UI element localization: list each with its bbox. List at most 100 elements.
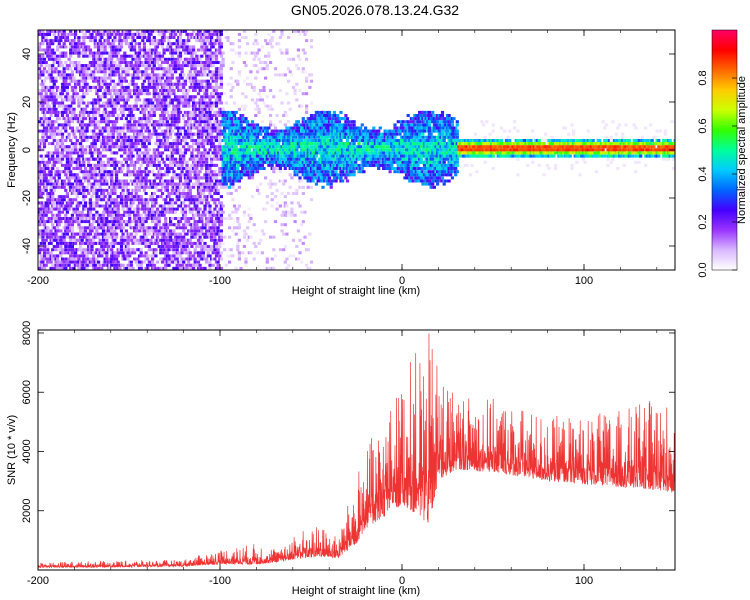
spectrogram-cell (169, 45, 173, 49)
spectrogram-cell (111, 188, 115, 192)
spectrogram-cell (170, 185, 174, 189)
spectrogram-cell (188, 176, 192, 180)
spectrogram-cell (69, 238, 73, 242)
spectrogram-cell (155, 223, 160, 227)
spectrogram-cell (70, 229, 74, 233)
spectrogram-cell (105, 123, 109, 127)
spectrogram-cell (201, 182, 205, 186)
spectrogram-cell (188, 129, 192, 133)
spectrogram-cell (70, 176, 74, 180)
spectrogram-cell (219, 210, 223, 214)
spectrogram-cell (195, 32, 199, 36)
spectrogram-cell (105, 104, 109, 108)
spectrogram-cell (177, 176, 181, 180)
spectrogram-cell (56, 245, 60, 248)
spectrogram-cell (198, 157, 202, 161)
spectrogram-cell (105, 135, 109, 139)
spectrogram-cell (39, 92, 43, 96)
spectrogram-cell (106, 160, 110, 164)
spectrogram-cell (103, 42, 107, 46)
spectrogram-cell (224, 36, 228, 39)
spectrogram-cell (90, 195, 94, 199)
spectrogram-cell (151, 110, 155, 114)
spectrogram-cell (124, 89, 128, 92)
spectrogram-cell (218, 235, 222, 239)
spectrogram-cell (151, 207, 155, 211)
spectrogram-cell (93, 226, 97, 230)
spectrogram-cell (231, 151, 235, 155)
spectrogram-cell (62, 67, 66, 71)
spectrogram-cell (105, 120, 109, 124)
spectrogram-cell (52, 101, 56, 105)
spectrogram-cell (64, 39, 68, 43)
spectrogram-cell (155, 173, 160, 177)
spectrogram-cell (214, 245, 219, 248)
spectrogram-cell (218, 167, 222, 170)
spectrogram-cell (142, 157, 146, 161)
spectrogram-cell (208, 129, 212, 133)
spectrogram-cell (38, 223, 42, 227)
spectrogram-cell (216, 157, 220, 161)
spectrogram-cell (110, 32, 114, 36)
spectrogram-cell (85, 254, 89, 258)
spectrogram-cell (93, 145, 97, 149)
spectrogram-cell (151, 42, 155, 46)
spectrogram-cell (77, 154, 81, 158)
spectrogram-cell (183, 135, 187, 139)
spectrogram-cell (82, 248, 86, 252)
spectrogram-cell (56, 167, 60, 170)
spectrogram-cell (116, 132, 120, 136)
spectrogram-cell (110, 64, 114, 68)
spectrogram-cell (210, 188, 214, 192)
spectrogram-cell (211, 182, 215, 186)
spectrogram-cell (131, 82, 135, 86)
spectrogram-cell (77, 114, 81, 117)
spectrogram-cell (56, 151, 60, 155)
spectrogram-cell (69, 185, 73, 189)
spectrogram-cell (64, 266, 68, 270)
spectrogram-cell (203, 123, 207, 127)
spectrogram-cell (47, 120, 51, 124)
spectrogram-cell (155, 120, 160, 124)
spectrogram-cell (193, 89, 197, 92)
spectrogram-cell (111, 98, 115, 102)
spectrogram-cell (44, 163, 48, 167)
spectrogram-cell (124, 142, 128, 146)
spectrogram-cell (60, 263, 65, 267)
spectrogram-cell (206, 120, 210, 124)
spectrogram-cell (47, 89, 51, 92)
spectrogram-cell (56, 145, 60, 149)
spectrogram-cells (38, 30, 675, 270)
spectrogram-cell (56, 70, 60, 74)
spectrogram-cell (90, 223, 94, 227)
spectrogram-cell (87, 220, 91, 224)
spectrogram-cell (208, 204, 212, 208)
spectrogram-cell (108, 64, 112, 68)
spectrogram-cell (182, 213, 186, 217)
spectrogram-cell (65, 260, 69, 264)
spectrogram-cell (146, 257, 150, 261)
spectrogram-cell (129, 145, 133, 149)
spectrogram-cell (83, 173, 88, 177)
spectrogram-cell (147, 160, 151, 164)
spectrogram-cell (56, 126, 60, 130)
spectrogram-cell (182, 89, 186, 92)
spectrogram-cell (164, 107, 168, 111)
spectrogram-cell (90, 129, 94, 133)
spectrogram-cell (54, 260, 58, 264)
spectrogram-cell (90, 182, 94, 186)
spectrogram-cell (47, 217, 51, 220)
spectrogram-cell (188, 32, 192, 36)
spectrogram-cell (196, 135, 201, 139)
spectrogram-cell (65, 204, 69, 208)
spectrogram-cell (218, 67, 222, 71)
spectrogram-cell (162, 39, 166, 43)
spectrogram-cell (85, 238, 89, 242)
spectrogram-cell (147, 85, 151, 89)
spectrogram-cell (42, 126, 47, 130)
spectrogram-cell (152, 92, 156, 96)
spectrogram-cell (82, 85, 86, 89)
spectrogram-cell (214, 82, 219, 86)
spectrogram-cell (216, 129, 220, 133)
spectrogram-cell (190, 36, 194, 39)
